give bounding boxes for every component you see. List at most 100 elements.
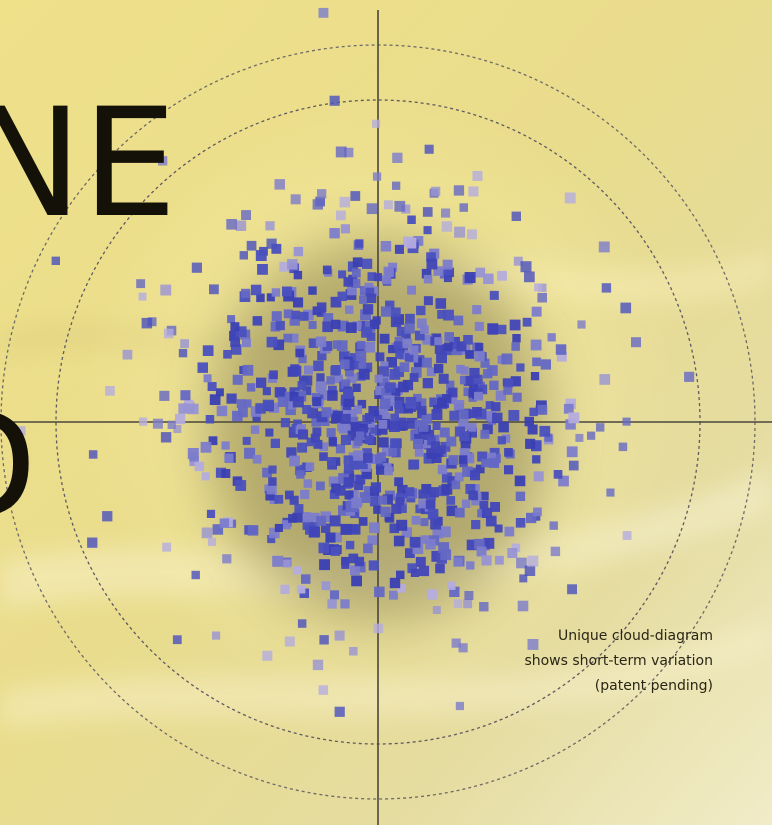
cloud-square (348, 553, 359, 564)
cloud-square (489, 380, 499, 390)
cloud-square (339, 352, 348, 361)
cloud-square (365, 435, 374, 445)
cloud-square (443, 274, 452, 283)
cloud-square (300, 489, 310, 500)
cloud-square (449, 586, 460, 597)
cloud-square (284, 391, 295, 403)
cloud-square (474, 391, 483, 401)
cloud-square (418, 565, 430, 577)
cloud-square (437, 464, 448, 475)
cloud-square (330, 296, 342, 308)
cloud-square (358, 368, 370, 380)
cloud-square (378, 366, 389, 377)
cloud-square (226, 219, 237, 230)
cloud-square (438, 542, 450, 553)
cloud-square (446, 380, 455, 389)
cloud-square (441, 208, 451, 218)
cloud-square (431, 409, 443, 420)
cloud-square (275, 320, 285, 331)
cloud-square (397, 584, 406, 593)
cloud-square (287, 259, 298, 270)
cloud-square (472, 305, 482, 315)
cloud-square (596, 423, 605, 432)
cloud-square (331, 319, 341, 330)
cloud-square (622, 531, 632, 540)
cloud-square (389, 438, 400, 448)
cloud-square (416, 318, 427, 329)
cloud-square (282, 559, 291, 568)
cloud-square (160, 432, 172, 443)
cloud-square (252, 454, 262, 464)
cloud-square (359, 295, 368, 304)
cloud-square (250, 425, 260, 434)
cloud-square (298, 354, 307, 364)
cloud-square (380, 506, 391, 517)
cloud-square (328, 385, 337, 395)
cloud-square (460, 439, 471, 449)
cloud-square (396, 570, 405, 580)
cloud-square (302, 386, 312, 396)
cloud-square (474, 538, 485, 550)
cloud-square (381, 388, 392, 399)
cloud-square (269, 370, 278, 380)
cloud-square (284, 636, 295, 647)
cloud-square (468, 423, 477, 432)
cloud-square (239, 251, 248, 260)
cloud-square (389, 369, 401, 380)
cloud-square (180, 390, 191, 401)
cloud-square (163, 328, 174, 339)
cloud-square (418, 499, 428, 509)
cloud-square (345, 501, 357, 512)
cloud-square (568, 460, 579, 471)
cloud-square (363, 543, 373, 554)
cloud-square (366, 203, 378, 215)
cloud-square (268, 465, 277, 474)
cloud-square (316, 515, 327, 526)
cloud-square (202, 345, 214, 356)
cloud-square (568, 412, 580, 424)
cloud-square (474, 351, 485, 362)
cloud-square (300, 512, 312, 523)
cloud-square (355, 431, 365, 440)
cloud-square (430, 518, 441, 530)
cloud-square (334, 706, 345, 717)
cloud-square (402, 338, 413, 349)
cloud-square (378, 420, 388, 429)
cloud-square (369, 319, 380, 330)
cloud-square (283, 333, 293, 343)
cloud-square (200, 441, 212, 453)
cloud-square (256, 293, 265, 303)
cloud-square (353, 405, 362, 415)
cloud-square (432, 422, 441, 430)
cloud-square (391, 387, 401, 397)
cloud-square (380, 361, 389, 370)
cloud-square (224, 453, 234, 463)
cloud-square (215, 467, 226, 478)
cloud-square (172, 635, 182, 645)
cloud-square (479, 602, 489, 612)
cloud-square (421, 357, 432, 368)
cloud-square (423, 226, 432, 235)
cloud-square (227, 315, 236, 324)
cloud-square (271, 288, 281, 297)
cloud-square (433, 363, 444, 374)
cloud-square (441, 221, 453, 232)
cloud-square (532, 357, 541, 367)
cloud-square (432, 606, 441, 614)
cloud-square (353, 450, 364, 461)
cloud-square (504, 378, 514, 388)
cloud-square (480, 358, 490, 368)
cloud-square (194, 461, 205, 472)
cloud-square (340, 224, 350, 234)
cloud-square (373, 273, 382, 282)
cloud-square (483, 273, 494, 285)
cloud-square (534, 283, 543, 292)
cloud-square (449, 340, 458, 350)
cloud-square (495, 555, 504, 565)
cloud-square (471, 484, 480, 493)
cloud-square (390, 316, 402, 328)
cloud-square (360, 309, 371, 321)
cloud-square (366, 293, 377, 304)
cloud-square (262, 399, 274, 411)
cloud-square (441, 483, 453, 495)
